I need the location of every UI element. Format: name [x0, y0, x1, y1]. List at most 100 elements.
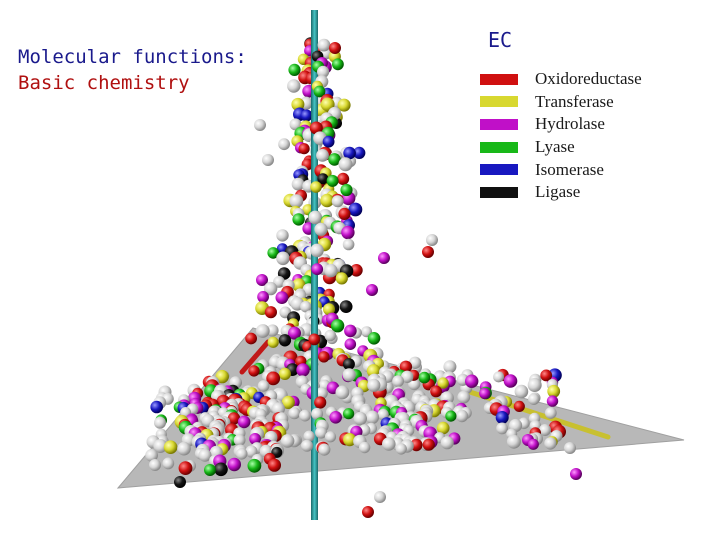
data-point	[348, 202, 363, 217]
data-point	[367, 332, 381, 345]
data-point	[271, 402, 285, 416]
data-point	[311, 407, 324, 420]
data-point	[426, 234, 438, 246]
data-point	[245, 445, 258, 458]
data-point	[275, 291, 289, 304]
data-point	[495, 411, 509, 424]
data-point	[263, 281, 278, 296]
data-point	[465, 374, 479, 388]
data-point	[440, 436, 454, 450]
data-point	[317, 65, 330, 78]
data-point	[298, 143, 310, 155]
legend-label: Hydrolase	[535, 114, 605, 134]
data-point	[267, 247, 280, 259]
data-point	[344, 324, 357, 338]
data-point	[198, 448, 212, 462]
data-point	[341, 225, 355, 240]
data-point	[301, 439, 313, 452]
data-point	[329, 411, 343, 424]
data-point	[539, 424, 551, 436]
data-point	[266, 371, 281, 386]
data-point	[335, 385, 350, 400]
data-point	[353, 411, 367, 426]
data-point	[281, 395, 295, 409]
data-point	[177, 441, 191, 456]
data-point	[343, 146, 356, 160]
data-point	[332, 58, 344, 71]
data-point	[278, 334, 292, 347]
legend-label: Oxidoreductase	[535, 69, 642, 89]
data-point	[300, 109, 313, 122]
data-point	[340, 183, 353, 197]
data-point	[311, 263, 324, 276]
red-axis	[239, 339, 271, 375]
data-point	[337, 98, 351, 112]
data-point	[322, 135, 335, 148]
legend-item-transferase: Transferase	[480, 91, 680, 114]
data-point	[278, 138, 290, 151]
data-point	[289, 194, 304, 209]
data-point	[309, 121, 323, 135]
data-point	[343, 433, 357, 447]
data-point	[378, 252, 390, 264]
data-point	[317, 38, 331, 52]
data-point	[338, 157, 353, 172]
data-point	[308, 333, 321, 346]
data-point	[399, 360, 413, 373]
legend-label: Transferase	[535, 91, 614, 111]
data-point	[443, 360, 457, 374]
data-point	[303, 430, 315, 442]
data-point	[330, 319, 345, 333]
data-point	[382, 437, 396, 451]
data-point	[237, 415, 251, 429]
data-point	[314, 396, 327, 409]
legend-item-oxidoreductase: Oxidoreductase	[480, 68, 680, 91]
data-point	[310, 181, 322, 193]
data-point	[326, 174, 339, 187]
data-point	[331, 195, 344, 208]
data-point	[342, 358, 355, 371]
data-point	[564, 442, 576, 454]
legend-item-lyase: Lyase	[480, 136, 680, 159]
data-point	[299, 409, 311, 422]
title-line-2: Basic chemistry	[18, 72, 190, 94]
legend-heading: EC	[488, 28, 513, 52]
data-point	[288, 407, 301, 420]
data-point	[437, 377, 449, 389]
data-point	[215, 369, 229, 384]
title-line-1: Molecular functions:	[18, 46, 247, 68]
data-point	[570, 468, 582, 480]
data-point	[496, 422, 508, 435]
data-point	[292, 278, 306, 292]
data-point	[430, 385, 442, 398]
data-point	[233, 434, 246, 447]
legend-label: Ligase	[535, 182, 581, 202]
data-point	[247, 458, 262, 473]
data-point	[479, 387, 491, 400]
data-point	[339, 300, 353, 313]
legend-swatch	[480, 186, 518, 198]
data-point	[291, 97, 305, 111]
data-point	[249, 433, 261, 445]
data-point	[324, 329, 337, 342]
data-point	[320, 193, 334, 208]
data-points-front	[145, 38, 582, 518]
data-point	[300, 301, 312, 313]
legend-item-ligase: Ligase	[480, 181, 680, 204]
data-point	[248, 365, 260, 377]
data-point	[204, 464, 216, 476]
data-point	[163, 440, 178, 455]
data-point	[344, 338, 357, 351]
data-point	[540, 369, 553, 382]
data-point	[280, 434, 295, 448]
data-point	[235, 448, 248, 460]
data-point	[353, 146, 366, 159]
data-point	[547, 384, 561, 398]
legend-swatch	[480, 118, 518, 130]
data-point	[149, 459, 161, 471]
data-point	[546, 395, 559, 407]
data-point	[296, 363, 310, 377]
data-point	[493, 371, 505, 383]
data-point	[288, 326, 301, 340]
data-point	[324, 431, 337, 443]
